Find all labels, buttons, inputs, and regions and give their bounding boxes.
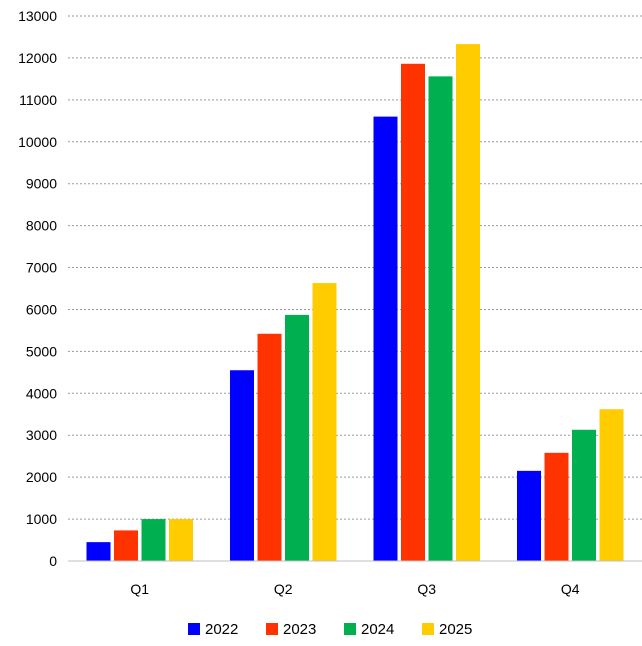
y-tick-label: 11000 (19, 92, 57, 108)
bar-2022-q3 (373, 116, 398, 561)
legend-label: 2024 (361, 621, 394, 638)
bar-2024-q4 (572, 429, 596, 561)
y-tick-label: 0 (49, 553, 57, 569)
x-axis: Q1 Q2 Q3 Q4 (68, 560, 642, 597)
y-tick-label: 3000 (26, 427, 57, 443)
legend-label: 2023 (283, 621, 316, 638)
y-tick-label: 4000 (26, 385, 57, 401)
bar-2024-q1 (141, 519, 166, 561)
gridlines (68, 15, 642, 520)
legend-swatch (266, 623, 278, 635)
bar-2022-q4 (517, 470, 541, 561)
bar-2025-q4 (599, 409, 624, 561)
y-tick-label: 9000 (26, 176, 57, 192)
x-tick-label: Q1 (130, 581, 149, 597)
bar-2023-q3 (401, 63, 425, 562)
bar-2022-q2 (230, 370, 254, 561)
legend-swatch (344, 623, 356, 635)
bar-2025-q3 (456, 44, 480, 562)
bar-2025-q2 (312, 283, 337, 561)
y-tick-label: 2000 (26, 469, 57, 485)
legend-swatch (188, 623, 200, 635)
legend-swatch (422, 623, 434, 635)
x-tick-label: Q4 (561, 581, 580, 597)
bar-2022-q1 (86, 542, 111, 561)
x-tick-label: Q3 (417, 581, 436, 597)
bar-2023-q2 (257, 333, 282, 561)
y-tick-label: 10000 (18, 134, 57, 150)
y-tick-label: 7000 (26, 260, 57, 276)
y-tick-label: 13000 (18, 8, 57, 24)
legend-label: 2022 (205, 621, 238, 638)
y-tick-label: 5000 (26, 343, 57, 359)
bar-2024-q2 (285, 314, 309, 561)
bar-2025-q1 (169, 519, 193, 561)
y-tick-label: 12000 (18, 50, 57, 66)
bars (86, 44, 624, 562)
bar-2023-q1 (114, 530, 138, 561)
y-axis-tick-labels: 0 1000 2000 3000 4000 5000 6000 7000 8000 9000 100… (18, 8, 57, 569)
bar-2023-q4 (544, 452, 569, 561)
legend: 2022 2023 2024 2025 (188, 621, 472, 638)
legend-label: 2025 (439, 621, 472, 638)
bar-2024-q3 (428, 76, 453, 561)
y-tick-label: 1000 (26, 511, 57, 527)
x-tick-label: Q2 (274, 581, 293, 597)
y-tick-label: 6000 (26, 301, 57, 317)
y-tick-label: 8000 (26, 218, 57, 234)
